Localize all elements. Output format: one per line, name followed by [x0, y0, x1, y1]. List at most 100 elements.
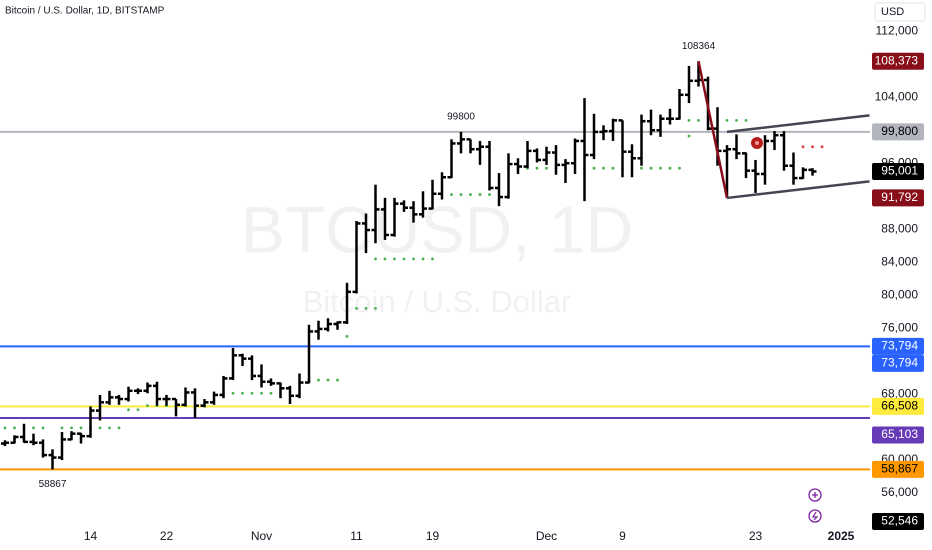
pivot-dot — [545, 166, 548, 170]
price-label-box — [872, 426, 924, 444]
pivot-dot — [421, 257, 425, 261]
alert-marker-dot — [755, 141, 759, 145]
pivot-dot — [98, 426, 102, 430]
price-label-box — [872, 189, 924, 207]
add-icon-cross — [812, 492, 818, 498]
pivot-dot — [127, 408, 130, 412]
pivot-dot — [364, 306, 368, 310]
pivot-dot — [659, 166, 662, 170]
x-tick-label: Dec — [536, 529, 557, 543]
pivot-dot — [412, 257, 415, 261]
watermark-symbol: BTCUSD, 1D — [241, 192, 633, 266]
price-label-box — [872, 337, 924, 355]
price-label: 91,792 — [881, 190, 918, 204]
x-tick-label: 9 — [619, 529, 626, 543]
price-label: 73,794 — [881, 355, 918, 369]
pivot-dot — [697, 118, 700, 122]
currency-box[interactable] — [874, 2, 926, 22]
price-label-box — [872, 397, 924, 415]
x-tick-label: 19 — [426, 529, 440, 543]
pivot-dot — [250, 391, 254, 395]
price-label-box — [872, 354, 924, 372]
pivot-dot — [345, 334, 349, 338]
trend-line — [726, 180, 870, 200]
annotation: 99800 — [447, 112, 475, 123]
pivot-dot — [393, 257, 396, 261]
pivot-dot — [32, 426, 35, 430]
pivot-dot — [478, 193, 482, 196]
pivot-dot — [79, 426, 83, 430]
pivot-dot — [687, 118, 691, 122]
price-label: 108,373 — [875, 53, 919, 67]
pivot-dot — [402, 257, 406, 261]
pivot-dot — [725, 118, 729, 122]
pivot-dot — [735, 118, 738, 122]
watermark-name: Bitcoin / U.S. Dollar — [303, 284, 572, 319]
pivot-dot — [70, 426, 73, 430]
price-label-box — [872, 162, 924, 180]
x-tick-label: 14 — [84, 529, 98, 543]
pivot-dot — [668, 166, 672, 170]
trend-line — [726, 114, 870, 134]
price-label-box — [872, 123, 924, 141]
flash-icon[interactable] — [808, 509, 822, 523]
pivot-dot — [431, 257, 434, 261]
pivot-dot — [374, 306, 377, 310]
pivot-dot — [535, 166, 539, 170]
plot: 56,00060,00068,00076,00080,00084,00088,0… — [0, 24, 924, 543]
pivot-dot — [383, 257, 387, 261]
y-tick-label: 84,000 — [881, 254, 918, 268]
price-label: 73,794 — [881, 338, 918, 352]
trend-line — [697, 61, 729, 199]
pivot-dot — [41, 426, 45, 430]
pivot-dot — [602, 166, 605, 170]
currency[interactable]: USD — [881, 6, 904, 18]
pivot-dot — [13, 426, 16, 430]
add-icon[interactable] — [808, 488, 822, 502]
pivot-dot — [146, 404, 149, 408]
pivot-dot — [269, 391, 273, 395]
pivot-dot — [649, 166, 653, 170]
pivot-dot — [60, 426, 64, 430]
pivot-dot — [136, 408, 140, 412]
pivot-dot — [117, 426, 121, 430]
price-label: 99,800 — [881, 124, 918, 138]
pivot-dot — [820, 145, 824, 149]
y-tick-label: 80,000 — [881, 287, 918, 301]
y-tick-label: 76,000 — [881, 320, 918, 334]
pivot-dot — [592, 166, 596, 170]
pivot-dot — [678, 166, 681, 170]
pivot-dot — [744, 118, 748, 122]
x-tick-label: 11 — [350, 529, 363, 543]
price-label: 52,546 — [881, 514, 918, 528]
pivot-dot — [801, 145, 805, 149]
y-tick-label: 68,000 — [881, 386, 918, 400]
pivot-dot — [374, 257, 377, 261]
x-tick-label: 22 — [160, 529, 174, 543]
pivot-dot — [640, 166, 643, 170]
pivot-dot — [488, 193, 491, 196]
price-label-box — [872, 460, 924, 478]
pivot-dot — [459, 193, 463, 196]
flash-icon-bolt — [811, 511, 819, 521]
header: Bitcoin / U.S. Dollar, 1D, BITSTAMP — [5, 6, 165, 17]
price-label: 95,001 — [881, 164, 918, 178]
pivot-dot — [260, 391, 263, 395]
pivot-dot — [450, 193, 453, 196]
price-label: 58,867 — [881, 462, 918, 476]
pivot-dot — [317, 378, 320, 382]
pivot-dot — [611, 166, 615, 170]
y-tick-label: 112,000 — [876, 24, 919, 38]
pivot-dot — [326, 378, 330, 382]
pivot-dot — [469, 193, 472, 196]
price-label: 66,508 — [881, 399, 918, 413]
price-label-box — [872, 52, 924, 70]
pivot-dot — [811, 145, 814, 149]
pivot-dot — [231, 391, 235, 395]
y-tick-label: 88,000 — [881, 221, 918, 235]
annotation: 108364 — [682, 41, 716, 52]
pivot-dot — [108, 426, 111, 430]
pivot-dot — [687, 134, 691, 138]
pivot-dot — [241, 391, 244, 395]
